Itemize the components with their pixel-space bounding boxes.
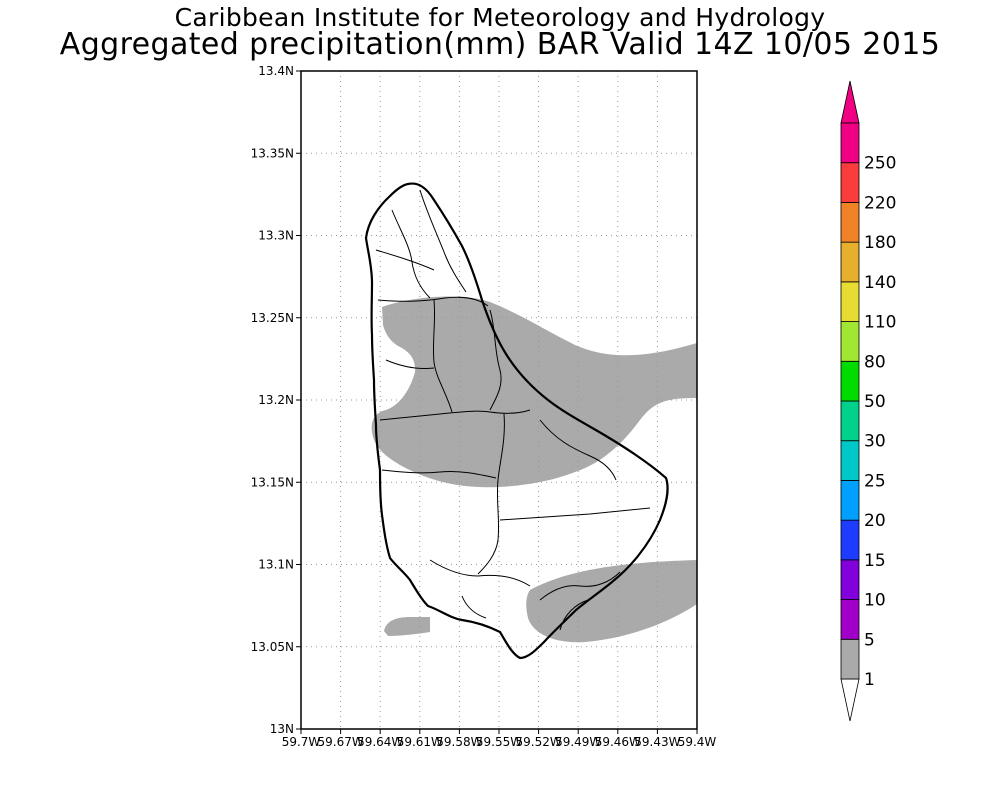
chart-title: Caribbean Institute for Meteorology and … xyxy=(174,3,826,32)
colorbar-label: 50 xyxy=(864,392,886,412)
parish-boundary xyxy=(419,189,467,293)
colorbar-segment xyxy=(840,122,860,164)
island-outline xyxy=(364,182,669,660)
precip-area-southeast xyxy=(526,560,697,643)
colorbar-segment xyxy=(840,241,860,283)
y-tick-label: 13.25N xyxy=(251,311,294,325)
precip-area-southwest xyxy=(384,617,430,636)
colorbar-label: 20 xyxy=(864,511,886,531)
x-tick-label: 59.43W xyxy=(634,735,680,749)
parish-boundary xyxy=(539,571,621,601)
coastline xyxy=(364,182,669,660)
y-tick-label: 13.15N xyxy=(251,475,294,489)
parish-boundary xyxy=(377,296,489,307)
colorbar-segment xyxy=(840,321,860,362)
colorbar-label: 220 xyxy=(864,193,896,213)
parish-boundary xyxy=(429,559,531,587)
y-axis: 13N 13.05N 13.1N 13.15N 13.2N 13.25N 13.3N 13.3… xyxy=(251,64,301,736)
parish-boundary xyxy=(375,249,435,271)
colorbar-label: 15 xyxy=(864,551,886,571)
precip-area-north xyxy=(371,296,697,488)
precipitation-areas xyxy=(371,296,697,643)
colorbar-label: 140 xyxy=(864,273,896,293)
colorbar-segment xyxy=(840,519,860,561)
colorbar-segment xyxy=(840,400,860,442)
colorbar-label: 180 xyxy=(864,233,896,253)
colorbar-segment xyxy=(840,440,860,481)
parish-boundary xyxy=(385,359,435,369)
x-tick-label: 59.67W xyxy=(317,735,363,749)
y-tick-label: 13.1N xyxy=(258,558,294,572)
x-tick-label: 59.49W xyxy=(555,735,601,749)
colorbar-segment xyxy=(840,559,860,600)
colorbar-label: 25 xyxy=(864,471,886,491)
x-tick-label: 59.64W xyxy=(357,735,403,749)
colorbar-under-triangle xyxy=(840,678,860,722)
parish-boundary xyxy=(499,507,651,521)
colorbar-label: 30 xyxy=(864,432,886,452)
parish-boundary xyxy=(477,413,505,575)
x-tick-label: 59.52W xyxy=(515,735,561,749)
colorbar-segment xyxy=(840,360,860,402)
x-tick-label: 59.46W xyxy=(595,735,641,749)
parish-boundary xyxy=(432,299,453,413)
y-tick-label: 13N xyxy=(270,722,294,736)
x-tick-label: 59.7W xyxy=(282,735,321,749)
x-axis: 59.7W59.67W59.64W59.61W59.58W59.55W59.52… xyxy=(282,729,717,749)
y-tick-label: 13.4N xyxy=(258,64,294,78)
colorbar-label: 250 xyxy=(864,154,896,174)
x-tick-label: 59.61W xyxy=(397,735,443,749)
colorbar-segment xyxy=(840,281,860,322)
colorbar-segment xyxy=(840,480,860,521)
parish-boundary xyxy=(489,309,502,411)
y-tick-label: 13.3N xyxy=(258,229,294,243)
colorbar-over-triangle xyxy=(840,80,860,124)
colorbar-segment xyxy=(840,202,860,243)
colorbar-segment xyxy=(840,599,860,640)
chart-subtitle: Aggregated precipitation(mm) BAR Valid 1… xyxy=(59,27,941,62)
colorbar-label: 10 xyxy=(864,591,886,611)
x-tick-label: 59.55W xyxy=(476,735,522,749)
colorbar-label: 110 xyxy=(864,313,896,333)
colorbar-segment xyxy=(840,162,860,203)
y-tick-label: 13.05N xyxy=(251,640,294,654)
parish-boundary xyxy=(559,599,589,631)
colorbar-label: 80 xyxy=(864,352,886,372)
y-tick-label: 13.2N xyxy=(258,393,294,407)
x-tick-label: 59.58W xyxy=(436,735,482,749)
parish-boundary xyxy=(461,595,487,619)
colorbar-segment xyxy=(840,638,860,680)
x-tick-label: 59.4W xyxy=(678,735,717,749)
colorbar-label: 5 xyxy=(864,630,875,650)
colorbar-label: 1 xyxy=(864,670,875,690)
parish-boundary xyxy=(381,469,497,479)
parish-boundary xyxy=(379,409,531,421)
y-tick-label: 13.35N xyxy=(251,146,294,160)
parish-boundary xyxy=(539,419,617,481)
